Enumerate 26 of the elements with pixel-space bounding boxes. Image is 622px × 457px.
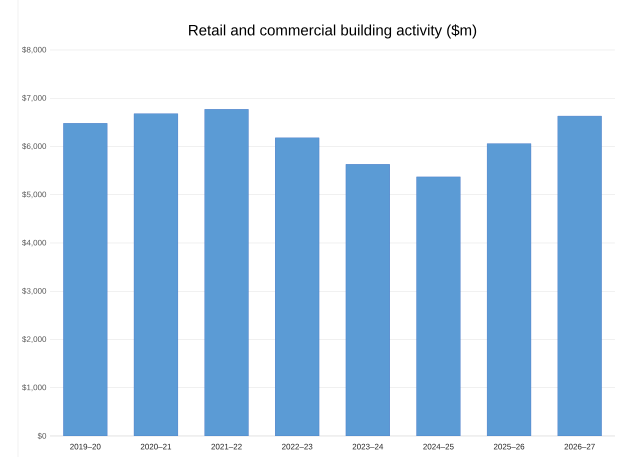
y-tick-label: $1,000 <box>22 384 46 392</box>
y-tick-label: $7,000 <box>22 94 46 102</box>
bar <box>416 176 461 436</box>
x-tick-label: 2022–23 <box>282 444 312 450</box>
chart-title: Retail and commercial building activity ($m) <box>189 24 476 38</box>
y-tick-label: $2,000 <box>22 336 46 343</box>
bar <box>275 138 320 436</box>
bar <box>346 164 390 436</box>
bar <box>134 113 178 436</box>
y-tick-label: $8,000 <box>22 46 46 54</box>
bar <box>558 116 602 436</box>
x-tick-label: 2021–22 <box>211 444 242 450</box>
y-tick-label: $6,000 <box>22 143 46 150</box>
y-tick-label: $0 <box>38 432 46 440</box>
y-tick-label: $5,000 <box>22 191 46 198</box>
x-tick-label: 2026–27 <box>564 444 595 450</box>
y-tick-label: $4,000 <box>22 240 46 246</box>
x-tick-label: 2019–20 <box>70 444 101 450</box>
bar <box>63 123 108 436</box>
x-tick-label: 2020–21 <box>140 444 172 450</box>
x-tick-label: 2023–24 <box>352 444 384 450</box>
bar <box>204 109 249 436</box>
bar <box>486 143 532 436</box>
x-tick-label: 2025–26 <box>494 444 524 450</box>
y-tick-label: $3,000 <box>22 288 46 295</box>
x-tick-label: 2024–25 <box>423 444 454 450</box>
